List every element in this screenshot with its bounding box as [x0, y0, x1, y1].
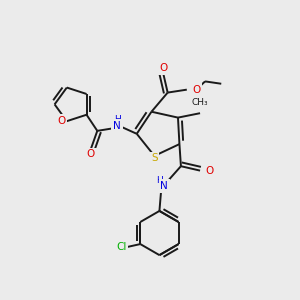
Text: O: O — [206, 166, 214, 176]
Text: O: O — [57, 116, 66, 126]
Text: O: O — [87, 149, 95, 159]
Text: H: H — [156, 176, 163, 184]
Text: O: O — [192, 85, 200, 94]
Text: N: N — [113, 121, 121, 130]
Text: H: H — [114, 115, 120, 124]
Text: Cl: Cl — [116, 242, 126, 252]
Text: S: S — [151, 153, 158, 163]
Text: O: O — [159, 63, 167, 73]
Text: CH₃: CH₃ — [192, 98, 208, 107]
Text: N: N — [160, 181, 168, 191]
